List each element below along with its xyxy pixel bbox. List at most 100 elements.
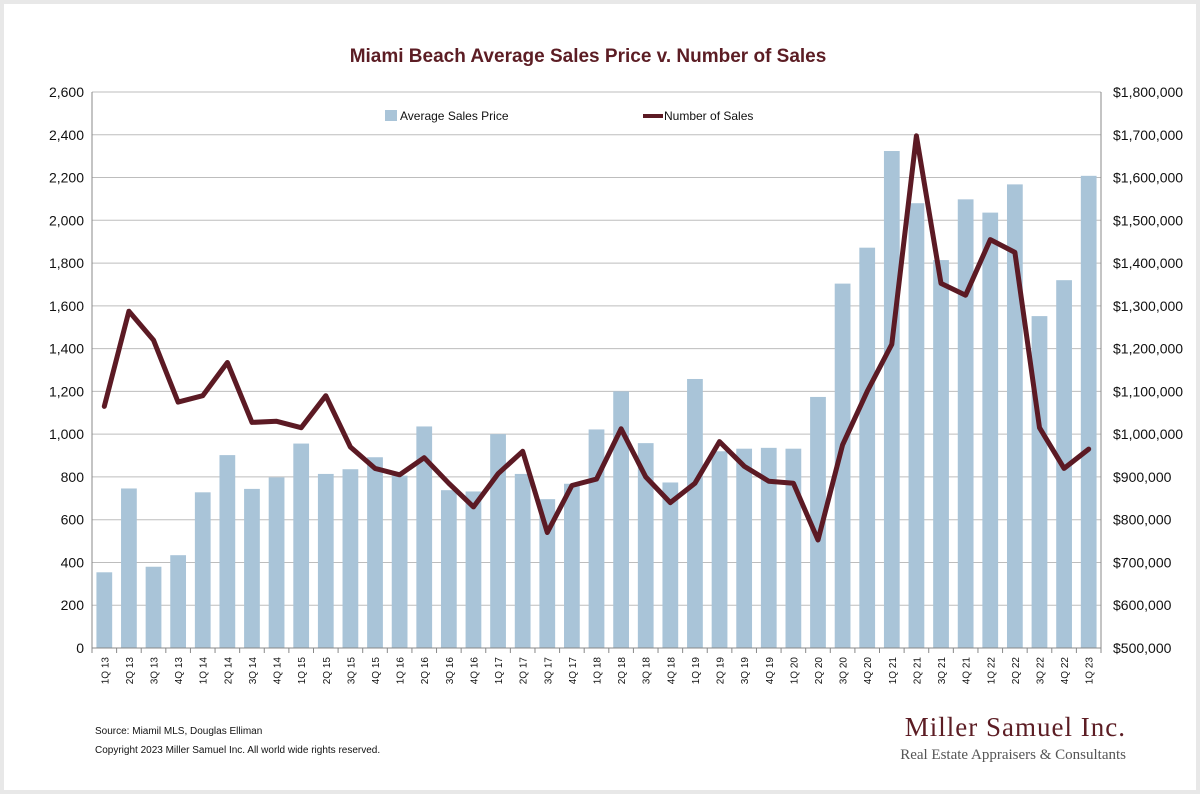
x-tick-label: 2Q 16 xyxy=(420,657,431,685)
x-tick-label: 3Q 22 xyxy=(1036,657,1047,685)
x-tick-label: 4Q 17 xyxy=(568,657,579,685)
bar xyxy=(760,447,777,648)
bar xyxy=(1080,175,1097,648)
x-tick-label: 4Q 20 xyxy=(863,657,874,685)
x-tick-label: 2Q 21 xyxy=(912,657,923,685)
x-tick-label: 2Q 13 xyxy=(125,657,136,685)
bar xyxy=(933,260,949,648)
x-tick-label: 3Q 20 xyxy=(839,657,850,685)
x-tick-label: 3Q 17 xyxy=(543,657,554,685)
bar xyxy=(416,426,433,648)
legend-label-number-of-sales: Number of Sales xyxy=(664,109,753,123)
x-tick-label: 4Q 19 xyxy=(765,657,776,685)
bar xyxy=(121,488,137,648)
legend: Average Sales Price Number of Sales xyxy=(385,109,753,123)
bar xyxy=(564,483,580,648)
x-tick-label: 1Q 13 xyxy=(100,657,111,685)
x-tick-label: 3Q 19 xyxy=(740,657,751,685)
bar xyxy=(957,199,974,648)
bar xyxy=(859,247,876,648)
y-left-tick-label: 2,600 xyxy=(49,84,84,100)
x-tick-label: 1Q 21 xyxy=(888,657,899,685)
bar xyxy=(96,572,113,648)
x-tick-label: 1Q 20 xyxy=(789,657,800,685)
bar xyxy=(145,566,162,648)
bar xyxy=(514,473,531,648)
y-left-tick-label: 2,200 xyxy=(49,170,84,186)
bar xyxy=(982,212,999,648)
x-tick-label: 3Q 21 xyxy=(937,657,948,685)
bar xyxy=(367,457,383,648)
bar xyxy=(317,473,334,648)
bar xyxy=(662,482,679,648)
chart-frame: Miami Beach Average Sales Price v. Numbe… xyxy=(4,4,1196,790)
bar xyxy=(293,443,310,648)
x-tick-label: 3Q 14 xyxy=(248,657,259,685)
x-tick-label: 1Q 23 xyxy=(1085,657,1096,685)
y-right-tick-label: $1,600,000 xyxy=(1113,170,1183,186)
bar xyxy=(342,469,359,648)
y-right-tick-label: $1,000,000 xyxy=(1113,426,1183,442)
x-tick-label: 2Q 17 xyxy=(519,657,530,685)
x-tick-label: 2Q 15 xyxy=(322,657,333,685)
bar xyxy=(785,448,802,648)
logo-tagline: Real Estate Appraisers & Consultants xyxy=(900,747,1126,763)
x-tick-label: 1Q 15 xyxy=(297,657,308,685)
x-tick-label: 3Q 18 xyxy=(642,657,653,685)
y-left-tick-label: 800 xyxy=(61,469,85,485)
y-right-tick-label: $1,800,000 xyxy=(1113,84,1183,100)
y-left-tick-label: 1,200 xyxy=(49,383,84,399)
x-tick-label: 1Q 19 xyxy=(691,657,702,685)
bar xyxy=(490,434,506,648)
y-right-tick-label: $1,500,000 xyxy=(1113,212,1183,228)
x-tick-label: 4Q 22 xyxy=(1060,657,1071,685)
y-left-tick-label: 1,000 xyxy=(49,426,84,442)
y-right-tick-label: $1,300,000 xyxy=(1113,298,1183,314)
y-right-tick-label: $600,000 xyxy=(1113,597,1172,613)
bar xyxy=(613,391,629,648)
logo-company-name: Miller Samuel Inc. xyxy=(904,712,1126,742)
bar xyxy=(1031,316,1048,648)
bar xyxy=(637,443,654,648)
x-tick-label: 1Q 18 xyxy=(593,657,604,685)
bar xyxy=(539,499,556,648)
x-tick-label: 1Q 17 xyxy=(494,657,505,685)
bar xyxy=(268,477,285,648)
bar xyxy=(1006,184,1023,649)
source-note: Source: Miamil MLS, Douglas Elliman xyxy=(95,726,263,737)
y-right-tick-label: $900,000 xyxy=(1113,469,1172,485)
bar xyxy=(391,475,408,648)
y-left-tick-label: 1,600 xyxy=(49,298,84,314)
y-left-tick-label: 0 xyxy=(76,640,84,656)
bar xyxy=(440,490,457,648)
bar xyxy=(170,555,187,648)
bar xyxy=(588,429,605,648)
y-left-tick-label: 2,000 xyxy=(49,212,84,228)
x-tick-label: 3Q 15 xyxy=(346,657,357,685)
y-right-tick-label: $1,700,000 xyxy=(1113,127,1183,143)
chart-title: Miami Beach Average Sales Price v. Numbe… xyxy=(350,46,827,67)
x-tick-label: 1Q 16 xyxy=(396,657,407,685)
chart: Miami Beach Average Sales Price v. Numbe… xyxy=(49,46,1183,684)
x-tick-label: 2Q 22 xyxy=(1011,657,1022,685)
y-right-tick-label: $1,100,000 xyxy=(1113,383,1183,399)
x-tick-label: 4Q 18 xyxy=(666,657,677,685)
bar xyxy=(711,451,728,648)
bars-average-sales-price xyxy=(96,151,1097,649)
y-left-tick-label: 1,800 xyxy=(49,255,84,271)
y-left-tick-label: 200 xyxy=(61,597,85,613)
y-right-tick-label: $1,400,000 xyxy=(1113,255,1183,271)
x-tick-label: 4Q 13 xyxy=(174,657,185,685)
axes: 0 200 400 600 800 1,000 1,200 1,400 1,600 1,800 2,… xyxy=(49,84,1183,684)
bar xyxy=(883,151,900,648)
legend-label-average-sales-price: Average Sales Price xyxy=(400,109,509,123)
y-left-tick-label: 2,400 xyxy=(49,127,84,143)
y-right-tick-label: $1,200,000 xyxy=(1113,341,1183,357)
bar xyxy=(194,492,211,648)
x-tick-label: 2Q 18 xyxy=(617,657,628,685)
legend-swatch-average-sales-price xyxy=(385,110,397,121)
x-tick-label: 3Q 16 xyxy=(445,657,456,685)
x-tick-label: 3Q 13 xyxy=(150,657,161,685)
bar xyxy=(465,491,482,648)
bar xyxy=(219,455,236,648)
